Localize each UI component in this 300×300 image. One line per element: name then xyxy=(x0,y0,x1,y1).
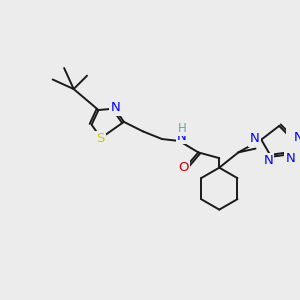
Text: N: N xyxy=(177,130,187,143)
Text: S: S xyxy=(96,132,104,146)
Text: O: O xyxy=(178,161,188,174)
Text: N: N xyxy=(250,132,260,145)
Text: N: N xyxy=(111,101,120,114)
Text: N: N xyxy=(263,154,273,167)
Text: N: N xyxy=(293,131,300,144)
Text: N: N xyxy=(285,152,295,165)
Text: H: H xyxy=(178,122,187,135)
